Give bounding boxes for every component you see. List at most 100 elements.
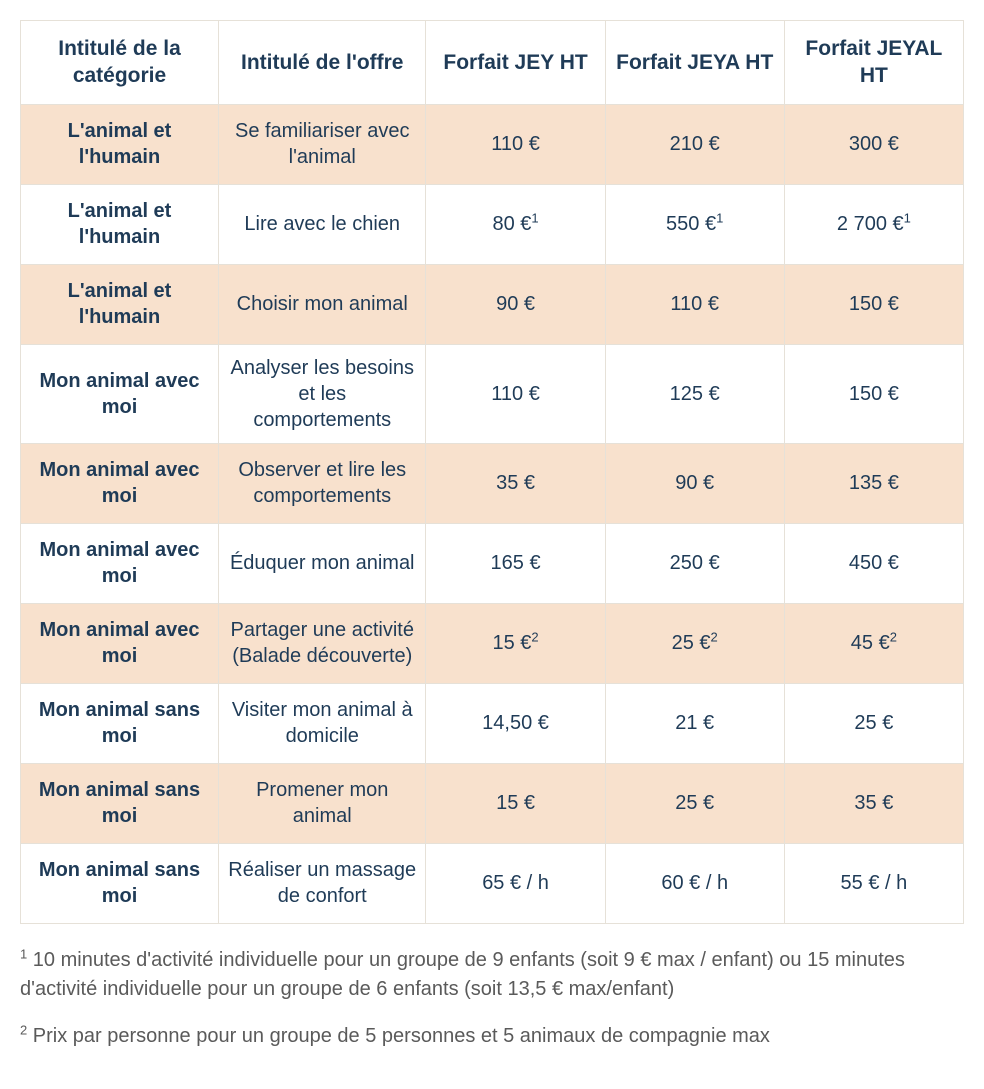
cell-jeya: 125 € bbox=[605, 344, 784, 443]
table-body: L'animal et l'humain Se familiariser avec… bbox=[21, 104, 964, 923]
table-row: Mon animal avec moiAnalyser les besoins … bbox=[21, 344, 964, 443]
cell-jeyal-text: 2 700 € bbox=[837, 213, 904, 235]
cell-category-text: Mon animal avec moi bbox=[39, 539, 199, 587]
cell-jeya-text: 110 € bbox=[670, 293, 719, 315]
cell-jey-text: 165 € bbox=[491, 552, 541, 574]
cell-jeyal-text: 150 € bbox=[849, 383, 899, 405]
footnote-2: 2 Prix par personne pour un groupe de 5 … bbox=[20, 1022, 964, 1051]
cell-jey-text: 35 € bbox=[496, 472, 535, 494]
cell-category-text: L'animal et l'humain bbox=[68, 200, 172, 248]
table-row: L'animal et l'humain Se familiariser avec… bbox=[21, 104, 964, 184]
cell-offer: Promener mon animal bbox=[219, 763, 426, 843]
header-category: Intitulé de la catégorie bbox=[21, 21, 219, 105]
cell-jeyal: 35 € bbox=[784, 763, 963, 843]
cell-jeyal: 150 € bbox=[784, 344, 963, 443]
cell-offer-text: Analyser les besoins et les comportement… bbox=[231, 357, 414, 431]
cell-category-text: Mon animal sans moi bbox=[39, 779, 200, 827]
cell-jeya-text: 250 € bbox=[670, 552, 720, 574]
cell-offer-text: Lire avec le chien bbox=[244, 213, 400, 235]
cell-jey: 15 €2 bbox=[426, 603, 605, 683]
cell-offer: Choisir mon animal bbox=[219, 264, 426, 344]
table-row: Mon animal sans moiPromener mon animal15… bbox=[21, 763, 964, 843]
table-row: Mon animal avec moi Éduquer mon animal 165… bbox=[21, 523, 964, 603]
cell-jeya: 550 €1 bbox=[605, 184, 784, 264]
cell-category-text: L'animal et l'humain bbox=[68, 280, 172, 328]
cell-jeyal-text: 35 € bbox=[854, 792, 893, 814]
cell-jeya-text: 210 € bbox=[670, 133, 720, 155]
cell-jeyal-text: 135 € bbox=[849, 472, 899, 494]
table-row: L'animal et l'humain Lire avec le chien 80… bbox=[21, 184, 964, 264]
cell-offer: Réaliser un massage de confort bbox=[219, 843, 426, 923]
cell-jeya: 210 € bbox=[605, 104, 784, 184]
cell-jey: 14,50 € bbox=[426, 683, 605, 763]
cell-offer-text: Éduquer mon animal bbox=[230, 552, 415, 574]
header-row: Intitulé de la catégorie Intitulé de l'o… bbox=[21, 21, 964, 105]
cell-jeyal-text: 45 € bbox=[851, 632, 890, 654]
footnote-1-text: 10 minutes d'activité individuelle pour … bbox=[20, 949, 905, 1000]
cell-jey-text: 80 € bbox=[492, 213, 531, 235]
cell-jeyal: 2 700 €1 bbox=[784, 184, 963, 264]
cell-category: Mon animal avec moi bbox=[21, 603, 219, 683]
cell-jey-text: 90 € bbox=[496, 293, 535, 315]
cell-jeyal: 300 € bbox=[784, 104, 963, 184]
cell-jeya: 60 € / h bbox=[605, 843, 784, 923]
cell-jeya: 25 € bbox=[605, 763, 784, 843]
cell-offer-text: Choisir mon animal bbox=[237, 293, 408, 315]
header-offer: Intitulé de l'offre bbox=[219, 21, 426, 105]
cell-jeya-text: 125 € bbox=[670, 383, 720, 405]
cell-category: Mon animal avec moi bbox=[21, 443, 219, 523]
cell-offer: Se familiariser avec l'animal bbox=[219, 104, 426, 184]
cell-jeyal-text: 25 € bbox=[854, 712, 893, 734]
cell-jey-sup: 2 bbox=[531, 629, 538, 644]
cell-jeyal-sup: 2 bbox=[890, 629, 897, 644]
cell-jey-text: 110 € bbox=[491, 133, 540, 155]
table-row: Mon animal sans moi Réaliser un massage d… bbox=[21, 843, 964, 923]
cell-offer: Partager une activité (Balade découverte… bbox=[219, 603, 426, 683]
cell-jeya-text: 90 € bbox=[675, 472, 714, 494]
cell-category: Mon animal sans moi bbox=[21, 843, 219, 923]
cell-jeya-sup: 1 bbox=[716, 210, 723, 225]
cell-jeya: 110 € bbox=[605, 264, 784, 344]
cell-jeyal: 45 €2 bbox=[784, 603, 963, 683]
cell-jeyal: 55 € / h bbox=[784, 843, 963, 923]
cell-jeyal-sup: 1 bbox=[904, 210, 911, 225]
cell-jey: 165 € bbox=[426, 523, 605, 603]
table-row: Mon animal avec moiPartager une activité… bbox=[21, 603, 964, 683]
cell-category: L'animal et l'humain bbox=[21, 104, 219, 184]
header-jey: Forfait JEY HT bbox=[426, 21, 605, 105]
cell-jeya: 21 € bbox=[605, 683, 784, 763]
cell-category-text: Mon animal sans moi bbox=[39, 859, 200, 907]
cell-category-text: Mon animal sans moi bbox=[39, 699, 200, 747]
cell-jeya-text: 60 € / h bbox=[661, 872, 728, 894]
cell-offer: Observer et lire les comportements bbox=[219, 443, 426, 523]
cell-category: L'animal et l'humain bbox=[21, 264, 219, 344]
cell-jeya-text: 21 € bbox=[675, 712, 714, 734]
footnote-2-text: Prix par personne pour un groupe de 5 pe… bbox=[33, 1025, 770, 1047]
pricing-table: Intitulé de la catégorie Intitulé de l'o… bbox=[20, 20, 964, 924]
header-jeyal: Forfait JEYAL HT bbox=[784, 21, 963, 105]
cell-category: L'animal et l'humain bbox=[21, 184, 219, 264]
table-row: Mon animal sans moi Visiter mon animal à … bbox=[21, 683, 964, 763]
cell-category-text: Mon animal avec moi bbox=[39, 459, 199, 507]
cell-offer: Visiter mon animal à domicile bbox=[219, 683, 426, 763]
footnote-2-marker: 2 bbox=[20, 1022, 27, 1037]
cell-category: Mon animal avec moi bbox=[21, 344, 219, 443]
cell-jey: 90 € bbox=[426, 264, 605, 344]
cell-jeya-text: 550 € bbox=[666, 213, 716, 235]
cell-offer: Analyser les besoins et les comportement… bbox=[219, 344, 426, 443]
cell-jeyal-text: 300 € bbox=[849, 133, 899, 155]
cell-jeya-sup: 2 bbox=[711, 629, 718, 644]
cell-offer-text: Se familiariser avec l'animal bbox=[235, 120, 410, 168]
cell-jey: 110 € bbox=[426, 344, 605, 443]
cell-offer-text: Partager une activité (Balade découverte… bbox=[231, 619, 414, 667]
cell-jeyal: 25 € bbox=[784, 683, 963, 763]
cell-category: Mon animal sans moi bbox=[21, 763, 219, 843]
cell-jey-text: 14,50 € bbox=[482, 712, 549, 734]
cell-jey: 110 € bbox=[426, 104, 605, 184]
cell-offer-text: Observer et lire les comportements bbox=[238, 459, 406, 507]
cell-jey-text: 110 € bbox=[491, 383, 540, 405]
footnotes: 1 10 minutes d'activité individuelle pou… bbox=[20, 946, 964, 1051]
cell-offer: Lire avec le chien bbox=[219, 184, 426, 264]
header-jeya: Forfait JEYA HT bbox=[605, 21, 784, 105]
footnote-1: 1 10 minutes d'activité individuelle pou… bbox=[20, 946, 964, 1004]
